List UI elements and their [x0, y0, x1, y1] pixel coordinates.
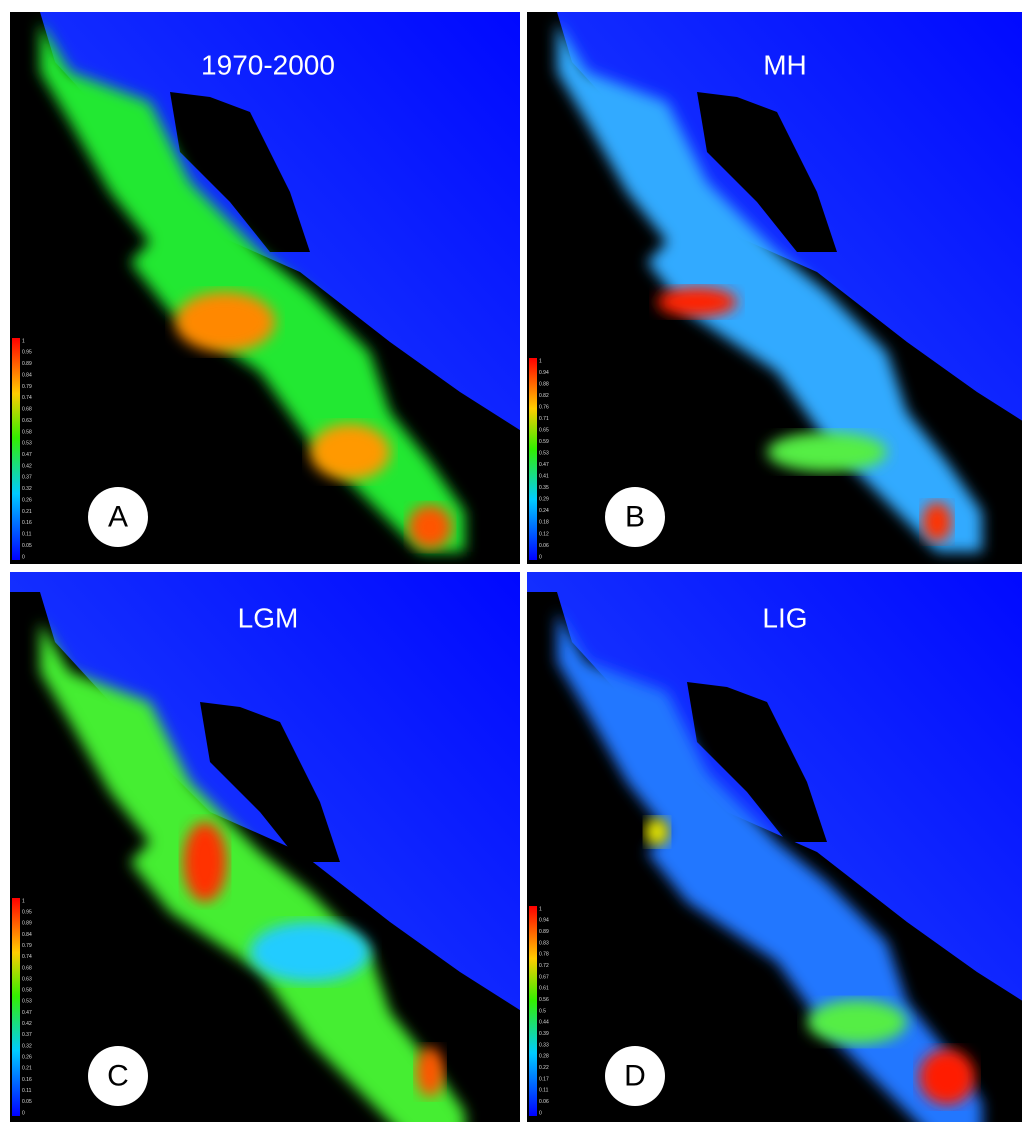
legend-tick-label: 0.95 [22, 350, 32, 356]
legend-tick-label: 0.32 [22, 1043, 32, 1049]
legend-tick-label: 0.76 [539, 404, 549, 410]
legend-tick-label: 0.71 [539, 416, 549, 422]
panel-title: MH [763, 49, 807, 80]
legend-tick-label: 0.61 [539, 986, 549, 992]
legend-tick-label: 1 [22, 338, 25, 344]
legend-tick-label: 0.18 [539, 520, 549, 526]
legend-tick-label: 0.78 [539, 952, 549, 958]
panel-title: 1970-2000 [201, 49, 335, 80]
figure: 1970-2000 A 1 0.95 0.89 0.84 0.79 0.74 0.68 0.6… [0, 0, 1025, 1124]
legend-tick-label: 0 [539, 1110, 542, 1116]
legend-tick-label: 0.5 [539, 1008, 546, 1014]
legend-tick-label: 0.06 [539, 1099, 549, 1105]
legend-tick-label: 0.37 [22, 475, 32, 481]
legend-tick-label: 0.68 [22, 965, 32, 971]
legend-tick-label: 0.84 [22, 372, 32, 378]
panel-label: C [107, 1060, 129, 1093]
panel: LIG D 1 0.94 0.89 0.83 0.78 0.72 0.67 0.61 0.56 0… [527, 572, 1025, 1124]
legend-tick-label: 0.21 [22, 1066, 32, 1072]
legend-tick-label: 0.82 [539, 393, 549, 399]
legend-tick-label: 0.58 [22, 988, 32, 994]
legend-tick-label: 0.94 [539, 918, 549, 924]
legend-tick-label: 0.41 [539, 474, 549, 480]
legend-tick-label: 0.83 [539, 940, 549, 946]
legend-tick-label: 0.16 [22, 1077, 32, 1083]
legend-tick-label: 0.24 [539, 508, 549, 514]
legend-tick-label: 0.84 [22, 932, 32, 938]
legend-tick-label: 0.68 [22, 407, 32, 413]
legend-tick-label: 0.53 [22, 999, 32, 1005]
legend-tick-label: 0.72 [539, 963, 549, 969]
legend-tick-label: 0.95 [22, 909, 32, 915]
legend-tick-label: 0.89 [22, 921, 32, 927]
legend-tick-label: 0.58 [22, 429, 32, 435]
legend-tick-label: 0.74 [22, 395, 32, 401]
legend-tick-label: 0.56 [539, 997, 549, 1003]
legend-tick-label: 0.53 [22, 441, 32, 447]
panel-title: LGM [238, 602, 299, 633]
legend-tick-label: 0.16 [22, 520, 32, 526]
legend-tick-label: 0.74 [22, 954, 32, 960]
legend-tick-label: 0.89 [539, 929, 549, 935]
legend-tick-label: 0.26 [22, 1055, 32, 1061]
legend-tick-label: 0.47 [539, 462, 549, 468]
legend-tick-label: 1 [539, 358, 542, 364]
legend-tick-label: 0.65 [539, 428, 549, 434]
legend-tick-label: 0.44 [539, 1020, 549, 1026]
panel-label: D [624, 1060, 646, 1093]
legend-tick-label: 1 [539, 906, 542, 912]
legend-tick-label: 0 [22, 1110, 25, 1116]
legend-tick-label: 0.59 [539, 439, 549, 445]
legend-tick-label: 0.26 [22, 497, 32, 503]
legend-tick-label: 0.12 [539, 531, 549, 537]
legend-tick-label: 0.33 [539, 1042, 549, 1048]
legend-tick-label: 0.67 [539, 974, 549, 980]
panel: 1970-2000 A 1 0.95 0.89 0.84 0.79 0.74 0.68 0.6… [10, 12, 523, 568]
legend-tick-label: 0.17 [539, 1076, 549, 1082]
legend-tick-label: 0.47 [22, 452, 32, 458]
legend-tick-label: 0.22 [539, 1065, 549, 1071]
legend-tick-label: 0 [539, 554, 542, 560]
legend-tick-label: 0.79 [22, 943, 32, 949]
legend-tick-label: 1 [22, 898, 25, 904]
legend-tick-label: 0 [22, 554, 25, 560]
legend-tick-label: 0.05 [22, 1099, 32, 1105]
legend-tick-label: 0.63 [22, 976, 32, 982]
legend-tick-label: 0.47 [22, 1010, 32, 1016]
legend-tick-label: 0.39 [539, 1031, 549, 1037]
legend-tick-label: 0.21 [22, 509, 32, 515]
legend-tick-label: 0.11 [539, 1088, 549, 1094]
legend-tick-label: 0.06 [539, 543, 549, 549]
legend-tick-label: 0.94 [539, 370, 549, 376]
legend-tick-label: 0.79 [22, 384, 32, 390]
panel: MH B 1 0.94 0.88 0.82 0.76 0.71 0.65 0.59 0.53 0.… [527, 12, 1025, 568]
legend-tick-label: 0.42 [22, 1021, 32, 1027]
legend-tick-label: 0.42 [22, 463, 32, 469]
legend-tick-label: 0.11 [22, 1088, 32, 1094]
legend-tick-label: 0.28 [539, 1054, 549, 1060]
legend-tick-label: 0.53 [539, 451, 549, 457]
legend-tick-label: 0.63 [22, 418, 32, 424]
legend-tick-label: 0.05 [22, 543, 32, 549]
panel-title: LIG [762, 602, 807, 633]
legend-tick-label: 0.32 [22, 486, 32, 492]
panel-label: B [625, 501, 645, 534]
panel: LGM C 1 0.95 0.89 0.84 0.79 0.74 0.68 0.63 0.58 0… [10, 572, 523, 1124]
legend-tick-label: 0.37 [22, 1032, 32, 1038]
panel-label: A [108, 501, 128, 534]
legend-tick-label: 0.35 [539, 485, 549, 491]
legend-tick-label: 0.88 [539, 381, 549, 387]
legend-tick-label: 0.29 [539, 497, 549, 503]
legend-tick-label: 0.11 [22, 532, 32, 538]
legend-tick-label: 0.89 [22, 361, 32, 367]
